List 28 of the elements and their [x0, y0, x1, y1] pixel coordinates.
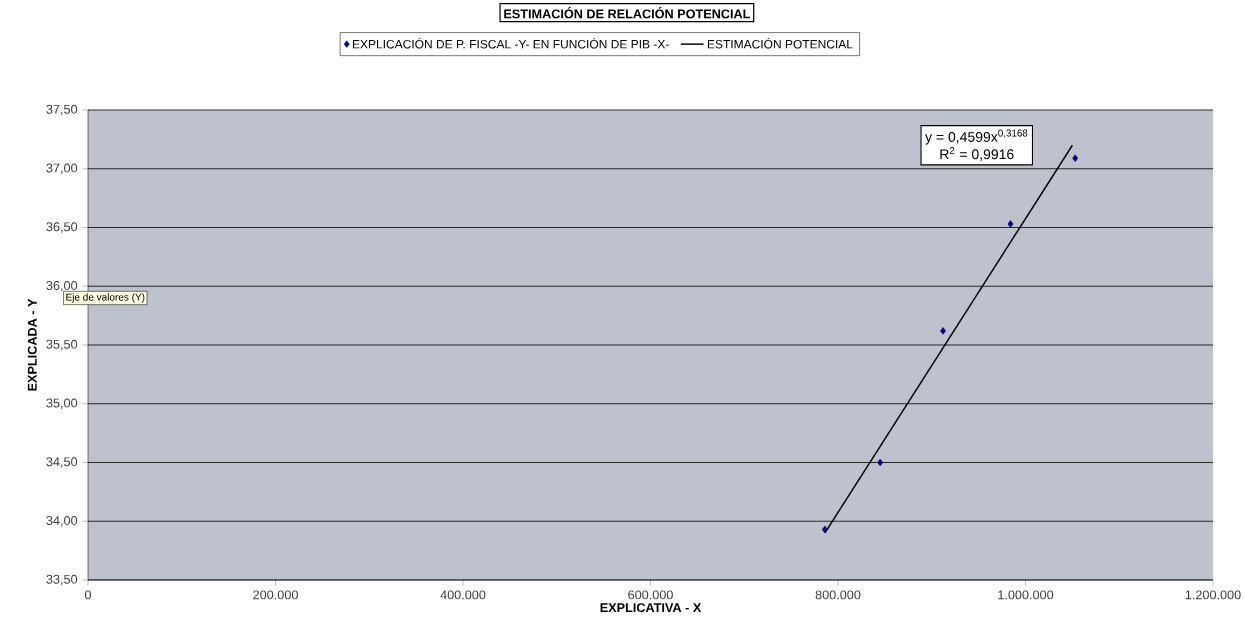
x-tick-label: 0: [84, 590, 92, 600]
y-tick-label: 34,00: [46, 516, 78, 527]
point: [1007, 220, 1014, 228]
x-tick-label: 1.200.000: [1185, 590, 1241, 600]
chart-title: ESTIMACIÓN DE RELACIÓN POTENCIAL: [504, 7, 750, 19]
y-tick-label: 34,50: [46, 457, 78, 468]
y-tick-label: 36,50: [46, 222, 78, 233]
annotation: y = 0,4599x$^{0,3168}$: [925, 129, 1028, 145]
y-tick-label: 33,50: [46, 574, 78, 586]
y-tick-label: 37,50: [46, 104, 78, 116]
y-tick-label: 37,00: [46, 163, 78, 174]
x-tick-label: 800.000: [815, 590, 861, 600]
x-axis-title: EXPLICATIVA - X: [600, 603, 702, 613]
y-tick-label: 36,00: [46, 281, 78, 292]
point: [1072, 154, 1079, 162]
y-tick-label: 35,50: [46, 339, 78, 351]
point: [877, 458, 884, 467]
x-tick-label: 600.000: [628, 590, 673, 600]
annotation: R$^{2}$ = 0,9916: [940, 146, 1014, 161]
y-axis-title: EXPLICADA - Y: [27, 298, 37, 391]
point: [940, 327, 946, 335]
y-tick-label: 35,00: [46, 398, 78, 409]
legend-label: ESTIMACIÓN POTENCIAL: [707, 37, 853, 49]
x-tick-label: 400.000: [440, 590, 486, 600]
annotation: Eje de valores (Y): [66, 293, 145, 303]
x-tick-label: 1.000.000: [998, 590, 1054, 600]
legend-label: EXPLICACIÓN DE P. FISCAL -Y- EN FUNCIÓN DE PIB -X-: [352, 37, 669, 49]
x-tick-label: 200.000: [253, 590, 298, 600]
